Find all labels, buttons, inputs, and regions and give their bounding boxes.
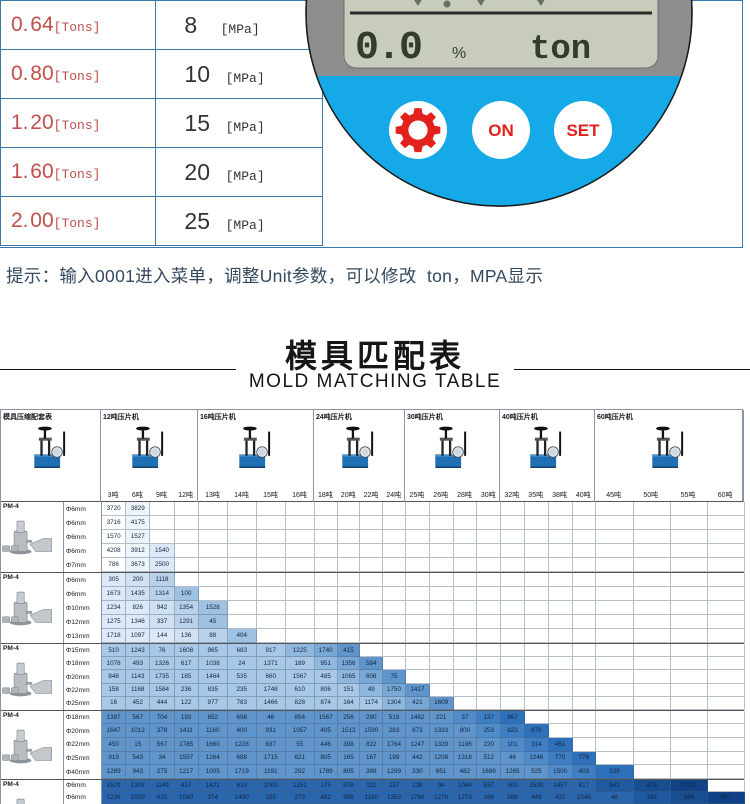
svg-text:ton: ton [530, 31, 591, 69]
svg-text:0.0: 0.0 [355, 26, 421, 71]
svg-text:SET: SET [566, 121, 600, 140]
svg-text:ON: ON [488, 121, 514, 140]
svg-text:%: % [452, 45, 466, 62]
